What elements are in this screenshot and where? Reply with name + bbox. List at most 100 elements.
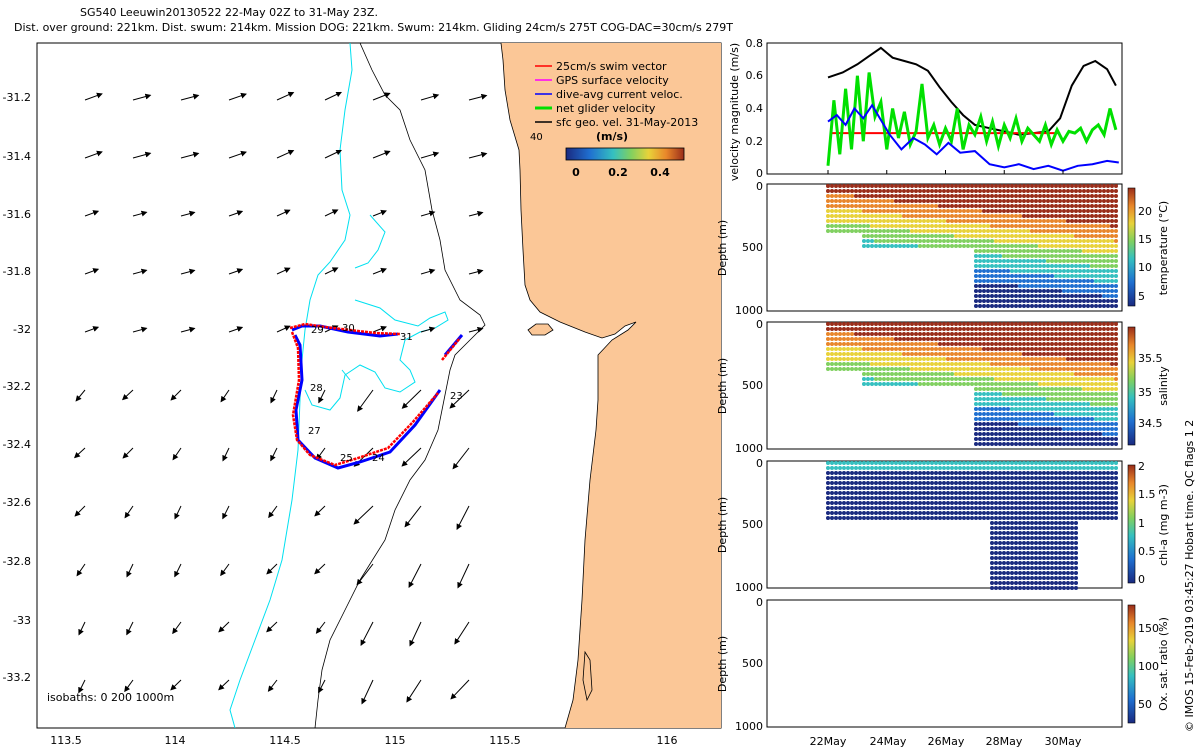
profile-sample [1070,249,1074,253]
profile-sample [1058,546,1062,550]
profile-sample [898,322,902,326]
profile-sample [1014,516,1018,520]
profile-sample [994,392,998,396]
profile-sample [1094,481,1098,485]
profile-sample [918,209,922,213]
profile-sample [946,327,950,331]
profile-sample [1078,367,1082,371]
profile-sample [1006,516,1010,520]
profile-sample [850,204,854,208]
profile-sample [842,224,846,228]
profile-sample [1106,496,1110,500]
profile-sample [1022,461,1026,465]
profile-sample [974,471,978,475]
profile-sample [1014,189,1018,193]
profile-sample [1002,442,1006,446]
profile-sample [922,362,926,366]
profile-sample [1078,516,1082,520]
profile-sample [854,357,858,361]
profile-sample [1014,561,1018,565]
profile-sample [926,327,930,331]
profile-sample [974,437,978,441]
profile-sample [1098,294,1102,298]
profile-sample [1086,377,1090,381]
profile-sample [994,432,998,436]
profile-sample [926,347,930,351]
profile-sample [1070,556,1074,560]
profile-sample [914,352,918,356]
temperature-panel: Depth (m) 0 500 1000 5 10 15 20 temperat… [716,180,1170,317]
profile-sample [1014,284,1018,288]
profile-sample [974,299,978,303]
profile-sample [1050,209,1054,213]
profile-sample [862,372,866,376]
profile-sample [882,491,886,495]
profile-sample [938,357,942,361]
profile-sample [978,427,982,431]
profile-sample [966,342,970,346]
profile-sample [986,239,990,243]
profile-sample [922,234,926,238]
profile-sample [1062,581,1066,585]
profile-sample [1086,279,1090,283]
profile-sample [914,511,918,515]
profile-sample [1026,219,1030,223]
profile-sample [1026,367,1030,371]
profile-sample [1062,586,1066,590]
profile-sample [1062,284,1066,288]
profile-sample [866,204,870,208]
profile-sample [826,357,830,361]
profile-sample [978,372,982,376]
profile-sample [1098,372,1102,376]
profile-sample [938,219,942,223]
profile-sample [1094,249,1098,253]
profile-sample [894,332,898,336]
profile-sample [1046,427,1050,431]
profile-sample [838,486,842,490]
profile-sample [870,461,874,465]
profile-sample [1070,461,1074,465]
profile-sample [1054,214,1058,218]
geostrophic-vector [126,621,134,636]
profile-sample [986,214,990,218]
profile-sample [986,224,990,228]
profile-sample [850,362,854,366]
profile-sample [1074,576,1078,580]
profile-sample [1018,204,1022,208]
profile-sample [890,322,894,326]
depth-tick: 0 [756,318,763,331]
profile-sample [1094,229,1098,233]
profile-sample [1058,214,1062,218]
profile-sample [954,501,958,505]
profile-sample [1058,322,1062,326]
profile-sample [866,189,870,193]
profile-sample [918,511,922,515]
profile-sample [890,496,894,500]
profile-sample [1030,289,1034,293]
profile-sample [1022,412,1026,416]
profile-sample [1006,284,1010,288]
profile-sample [906,471,910,475]
profile-sample [1054,367,1058,371]
profile-sample [1078,511,1082,515]
profile-sample [982,481,986,485]
profile-sample [862,209,866,213]
profile-sample [886,461,890,465]
profile-sample [1058,561,1062,565]
profile-sample [922,501,926,505]
profile-sample [1094,284,1098,288]
oxygen-panel: Depth (m) 0 500 1000 50 100 150 Ox. sat.… [716,596,1170,733]
profile-sample [866,506,870,510]
profile-sample [1006,294,1010,298]
profile-sample [966,372,970,376]
coastline [500,43,637,728]
profile-sample [978,269,982,273]
profile-sample [850,506,854,510]
geostrophic-vector [357,389,374,412]
profile-sample [1046,244,1050,248]
profile-sample [1046,219,1050,223]
profile-sample [946,481,950,485]
profile-sample [966,506,970,510]
profile-sample [938,194,942,198]
profile-sample [994,437,998,441]
